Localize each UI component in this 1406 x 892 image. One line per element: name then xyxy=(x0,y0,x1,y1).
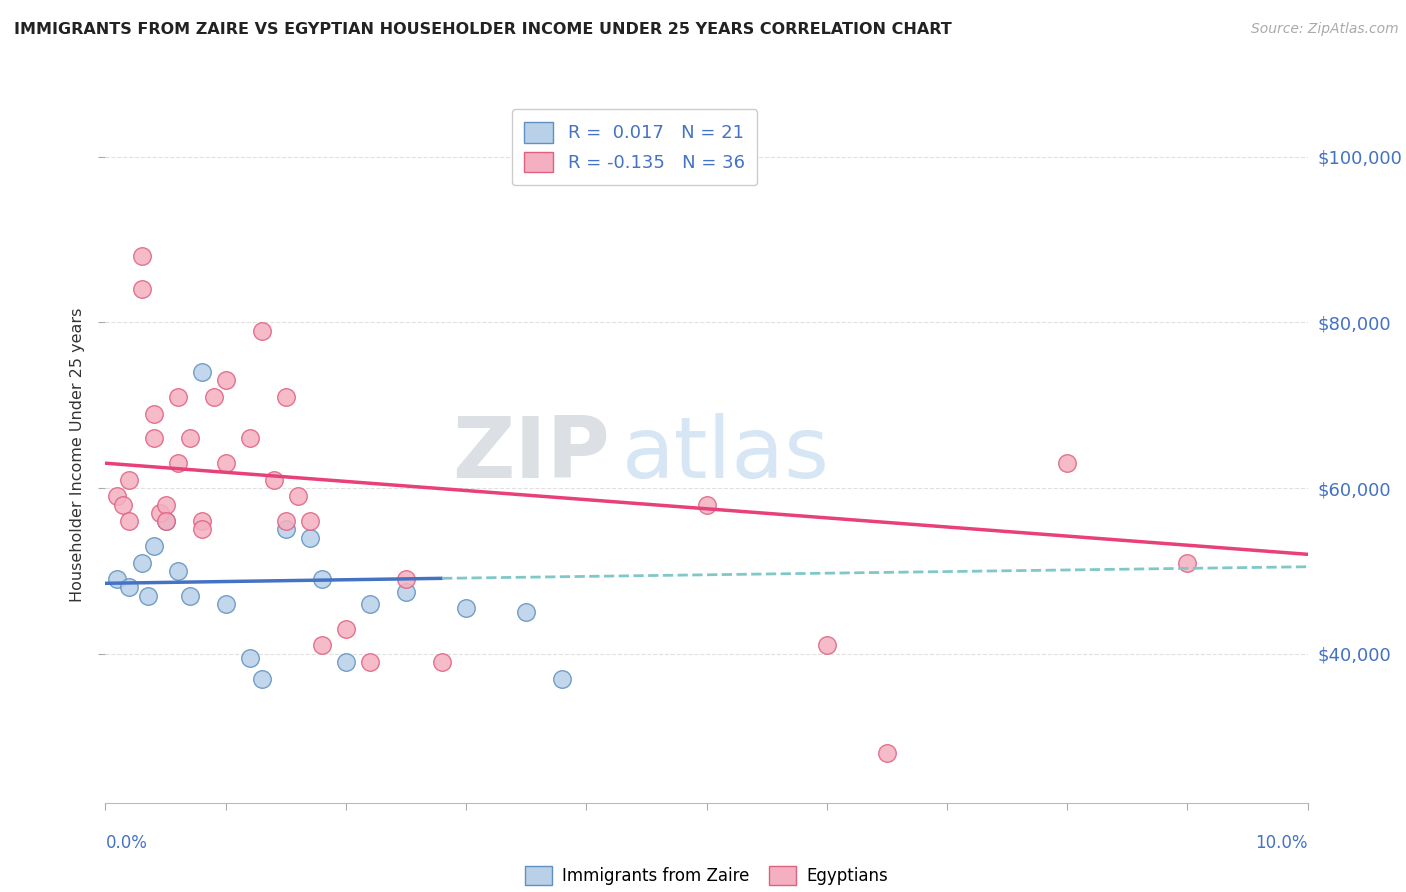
Point xyxy=(815,639,838,653)
Point xyxy=(214,456,236,470)
Point xyxy=(335,622,357,636)
Point xyxy=(551,672,574,686)
Point xyxy=(214,597,236,611)
Point xyxy=(250,672,273,686)
Point xyxy=(202,390,225,404)
Point xyxy=(274,523,297,537)
Y-axis label: Householder Income Under 25 years: Householder Income Under 25 years xyxy=(70,308,86,602)
Point xyxy=(298,514,321,528)
Point xyxy=(155,514,177,528)
Text: ZIP: ZIP xyxy=(453,413,610,497)
Text: 0.0%: 0.0% xyxy=(105,834,148,852)
Point xyxy=(274,390,297,404)
Point xyxy=(166,456,188,470)
Point xyxy=(136,589,159,603)
Point xyxy=(359,655,381,669)
Point xyxy=(118,581,141,595)
Point xyxy=(166,564,188,578)
Text: Source: ZipAtlas.com: Source: ZipAtlas.com xyxy=(1251,22,1399,37)
Point xyxy=(696,498,718,512)
Point xyxy=(131,282,153,296)
Text: atlas: atlas xyxy=(623,413,831,497)
Point xyxy=(142,431,165,445)
Point xyxy=(155,514,177,528)
Point xyxy=(190,523,212,537)
Point xyxy=(148,506,170,520)
Point xyxy=(112,498,135,512)
Point xyxy=(250,324,273,338)
Point xyxy=(179,589,201,603)
Legend: Immigrants from Zaire, Egyptians: Immigrants from Zaire, Egyptians xyxy=(519,859,894,892)
Point xyxy=(107,489,129,503)
Point xyxy=(190,514,212,528)
Point xyxy=(1175,556,1198,570)
Text: IMMIGRANTS FROM ZAIRE VS EGYPTIAN HOUSEHOLDER INCOME UNDER 25 YEARS CORRELATION : IMMIGRANTS FROM ZAIRE VS EGYPTIAN HOUSEH… xyxy=(14,22,952,37)
Point xyxy=(454,601,477,615)
Point xyxy=(239,431,262,445)
Point xyxy=(179,431,201,445)
Point xyxy=(131,556,153,570)
Point xyxy=(214,373,236,387)
Point xyxy=(395,572,418,586)
Point xyxy=(274,514,297,528)
Point xyxy=(118,514,141,528)
Text: 10.0%: 10.0% xyxy=(1256,834,1308,852)
Point xyxy=(298,531,321,545)
Point xyxy=(166,390,188,404)
Point xyxy=(395,584,418,599)
Point xyxy=(142,539,165,553)
Point xyxy=(515,605,537,619)
Point xyxy=(287,489,309,503)
Point xyxy=(239,651,262,665)
Point xyxy=(430,655,453,669)
Point xyxy=(1056,456,1078,470)
Point xyxy=(131,249,153,263)
Point xyxy=(263,473,285,487)
Point xyxy=(142,407,165,421)
Point xyxy=(335,655,357,669)
Point xyxy=(118,473,141,487)
Point xyxy=(190,365,212,379)
Point xyxy=(359,597,381,611)
Point xyxy=(311,572,333,586)
Point xyxy=(876,746,898,760)
Point xyxy=(107,572,129,586)
Point xyxy=(155,498,177,512)
Point xyxy=(311,639,333,653)
